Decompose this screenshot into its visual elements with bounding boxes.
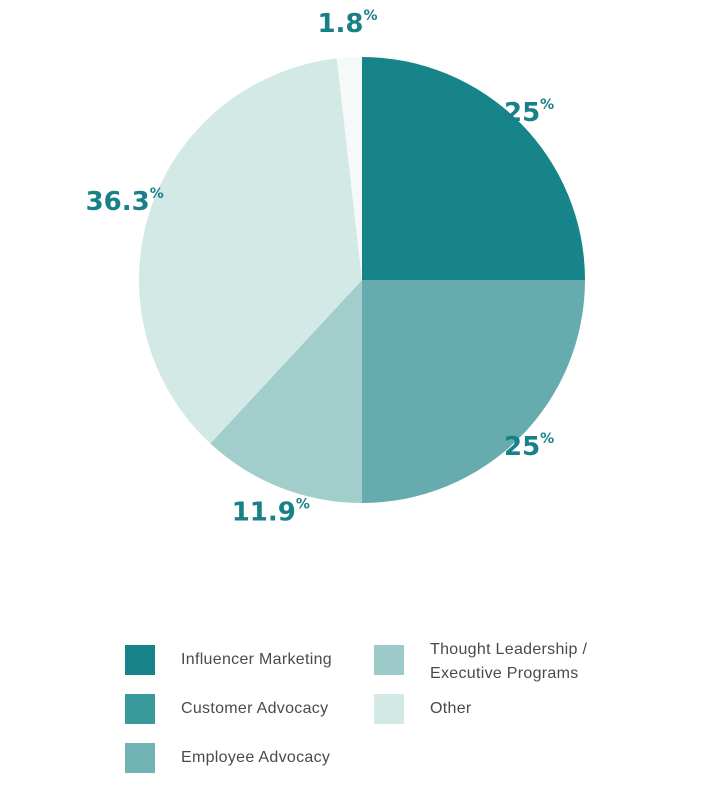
- legend-label: Customer Advocacy: [181, 700, 329, 717]
- slice-value-number: 25: [504, 97, 540, 127]
- pie-slice: [210, 280, 362, 504]
- legend-label-line: Executive Programs: [430, 665, 579, 682]
- slice-value-suffix: %: [364, 8, 378, 24]
- legend-label: Other: [430, 700, 472, 717]
- legend-label-line: Thought Leadership /: [430, 641, 588, 658]
- legend-label: Thought Leadership / Executive Programs: [430, 638, 587, 686]
- slice-value-label: 25%: [504, 97, 554, 128]
- slice-value-suffix: %: [540, 97, 554, 113]
- slice-value-label: 36.3%: [86, 186, 164, 217]
- legend-item-other: Other: [374, 694, 472, 724]
- slice-value-number: 25: [504, 432, 540, 462]
- legend-item-influencer-marketing: Influencer Marketing: [125, 645, 332, 675]
- slice-labels: 25%25%11.9%36.3%1.8%: [86, 8, 555, 527]
- legend-label: Employee Advocacy: [181, 749, 331, 766]
- slice-value-label: 1.8%: [317, 8, 377, 39]
- slice-value-suffix: %: [540, 431, 554, 447]
- pie-slice: [138, 58, 362, 444]
- legend-swatch: [374, 645, 404, 675]
- slice-value-label: 25%: [504, 431, 554, 462]
- legend-label: Influencer Marketing: [181, 651, 332, 668]
- legend-item-customer-advocacy: Customer Advocacy: [125, 694, 328, 724]
- slice-value-label: 11.9%: [232, 497, 310, 528]
- legend-swatch: [374, 694, 404, 724]
- slice-value-suffix: %: [296, 497, 310, 513]
- legend-item-employee-advocacy: Employee Advocacy: [125, 743, 330, 773]
- legend-swatch: [125, 743, 155, 773]
- pie-slice: [362, 280, 585, 503]
- slice-value-number: 1.8: [317, 9, 363, 39]
- legend-item-thought-leadership: Thought Leadership / Executive Programs: [374, 641, 587, 686]
- slice-value-number: 11.9: [232, 497, 296, 527]
- legend-swatch: [125, 694, 155, 724]
- pie-slices: [138, 56, 585, 504]
- pie-slice: [362, 57, 585, 280]
- slice-value-number: 36.3: [86, 187, 150, 217]
- pie-slice: [336, 56, 362, 280]
- legend-swatch: [125, 645, 155, 675]
- slice-value-suffix: %: [150, 186, 164, 202]
